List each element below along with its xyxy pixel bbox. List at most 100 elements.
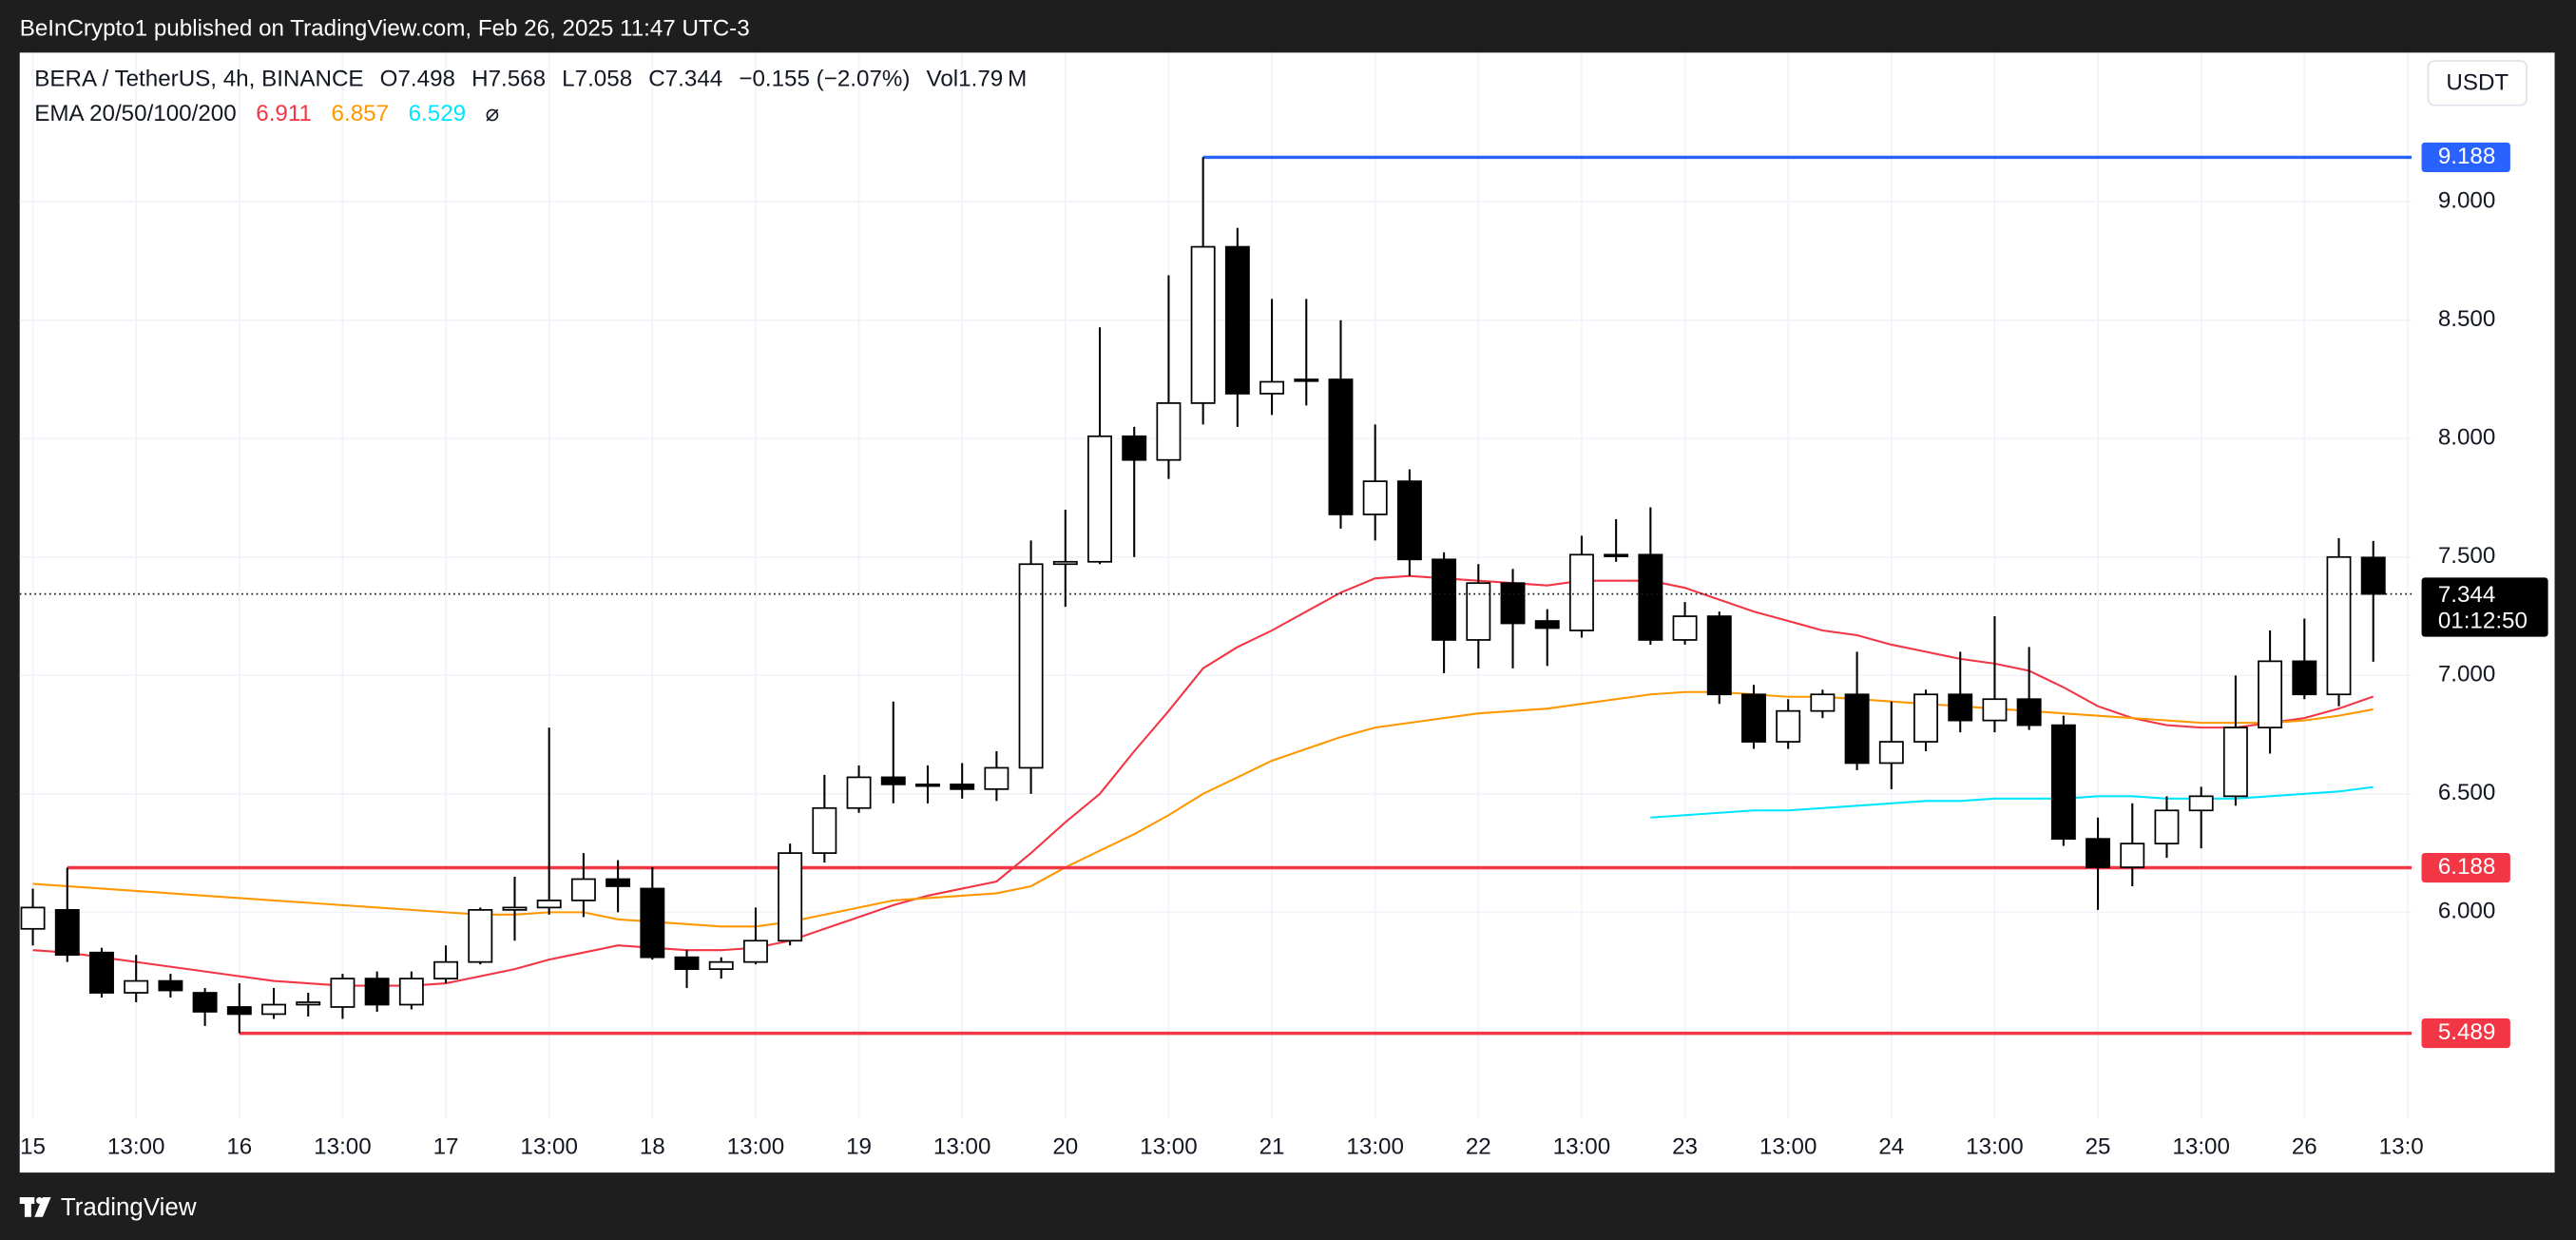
- candle-body: [2154, 809, 2180, 844]
- candle-body: [742, 940, 768, 963]
- last-price-tag: [2421, 577, 2548, 637]
- x-tick-label: 13:00: [520, 1134, 578, 1160]
- candle-body: [1810, 693, 1836, 712]
- candle-body: [192, 992, 218, 1013]
- price-axis: 6.000 6.500 7.000 7.500 8.000 8.500 9.000 9.188…: [2421, 142, 2548, 1049]
- y-tick-label: 6.000: [2438, 899, 2496, 924]
- brand-name: TradingView: [61, 1194, 197, 1221]
- candle-body: [330, 978, 356, 1008]
- indicator-toggle[interactable]: ⌀: [486, 101, 500, 126]
- x-tick-label: 20: [1052, 1134, 1078, 1160]
- x-tick-label: 13:00: [727, 1134, 785, 1160]
- candle-body: [1190, 245, 1216, 404]
- candle-body: [2188, 795, 2214, 812]
- candle-body: [89, 951, 114, 994]
- ohlc-letter: H: [471, 67, 488, 92]
- ohlc-letter: L: [562, 67, 574, 92]
- brand-logo: [19, 1197, 51, 1217]
- candle-body: [1534, 620, 1560, 630]
- candle-body: [2050, 724, 2076, 841]
- candle-body: [1913, 693, 1938, 743]
- currency-button[interactable]: [2427, 60, 2528, 107]
- candle-body: [1466, 582, 1491, 641]
- candle-body: [54, 909, 80, 957]
- chart-panel: [19, 52, 2555, 1173]
- ema-value: 6.911: [256, 101, 312, 126]
- x-tick-label: 13:00: [933, 1134, 991, 1160]
- candle-body: [296, 1001, 321, 1006]
- candle-body: [778, 852, 803, 942]
- candle-body: [1604, 553, 1629, 557]
- ohlc-letter: C: [648, 67, 664, 92]
- indicator-row: EMA 20/50/100/200 6.911 6.857 6.529 ⌀: [34, 101, 499, 126]
- x-tick-label: 13:00: [2172, 1134, 2230, 1160]
- candle-body: [1294, 378, 1319, 382]
- candle-body: [1156, 402, 1182, 461]
- currency-label[interactable]: USDT: [2446, 70, 2509, 96]
- x-tick-label: 13:00: [1553, 1134, 1611, 1160]
- level-tag-label: 6.188: [2438, 854, 2496, 880]
- candle-body: [124, 979, 149, 994]
- candle-body: [2360, 556, 2386, 595]
- candle-body: [846, 776, 872, 809]
- candle-body: [1018, 563, 1044, 769]
- candle-body: [2292, 660, 2317, 696]
- candle-body: [1844, 693, 1870, 765]
- change: −0.155 (−2.07%): [739, 67, 910, 92]
- x-tick-label: 22: [1466, 1134, 1491, 1160]
- candle-body: [433, 960, 459, 979]
- candle-body: [1706, 615, 1732, 696]
- level-tag: [2421, 852, 2510, 883]
- candle-body: [1982, 698, 2008, 722]
- candle-body: [1122, 435, 1147, 461]
- candle-body: [1878, 741, 1904, 765]
- level-tag-label: 9.188: [2438, 144, 2496, 169]
- candle-body: [1568, 553, 1594, 631]
- candle-body: [2016, 698, 2042, 727]
- candle-body: [1432, 558, 1457, 641]
- ohlc-value: 7.498: [397, 67, 455, 92]
- x-tick-label: 13:00: [1140, 1134, 1198, 1160]
- candle-body: [1362, 480, 1388, 515]
- y-tick-label: 8.000: [2438, 425, 2496, 451]
- candle-body: [915, 784, 940, 787]
- candle-body: [570, 878, 596, 901]
- x-tick-label: 23: [1672, 1134, 1698, 1160]
- candle-body: [364, 978, 390, 1006]
- candle-body: [1638, 553, 1663, 641]
- x-tick-label: 26: [2292, 1134, 2317, 1160]
- symbol: BERA / TetherUS, 4h, BINANCE: [34, 67, 363, 92]
- legend-row: BERA / TetherUS, 4h, BINANCE O7.498 H7.5…: [34, 67, 1027, 92]
- candle-body: [2222, 727, 2248, 798]
- ohlc-value: 7.058: [575, 67, 633, 92]
- ema-line: [1650, 785, 2374, 819]
- candle-body: [1328, 378, 1354, 515]
- x-tick-label: 24: [1878, 1134, 1904, 1160]
- time-axis: 15 13:00 16 13:00 17 13:00 18 13:00 19 13:00 20 13:…: [20, 1134, 2423, 1160]
- volume: Vol1.79 M: [927, 67, 1028, 92]
- x-tick-label: 19: [846, 1134, 872, 1160]
- indicator-name: EMA 20/50/100/200: [34, 101, 236, 126]
- candle-body: [1948, 693, 1973, 722]
- candle-body: [1396, 480, 1422, 561]
- candle-body: [2086, 838, 2111, 868]
- candle-body: [1087, 435, 1112, 563]
- candle-body: [261, 1003, 286, 1016]
- candle-body: [398, 978, 424, 1006]
- candle-body: [1776, 709, 1801, 743]
- x-tick-label: 13:00: [107, 1134, 165, 1160]
- candle-body: [20, 906, 46, 930]
- ema-value: 6.857: [332, 101, 390, 126]
- candle-body: [2326, 555, 2352, 696]
- candle-body: [1052, 560, 1078, 566]
- candle-body: [984, 766, 1009, 790]
- candle-body: [502, 906, 528, 911]
- candle-body: [468, 909, 493, 963]
- candle-body: [226, 1006, 252, 1016]
- candle-body: [2120, 843, 2145, 868]
- y-tick-label: 7.500: [2438, 543, 2496, 569]
- countdown: 01:12:50: [2438, 608, 2528, 633]
- x-tick-label: 13:00: [1759, 1134, 1817, 1160]
